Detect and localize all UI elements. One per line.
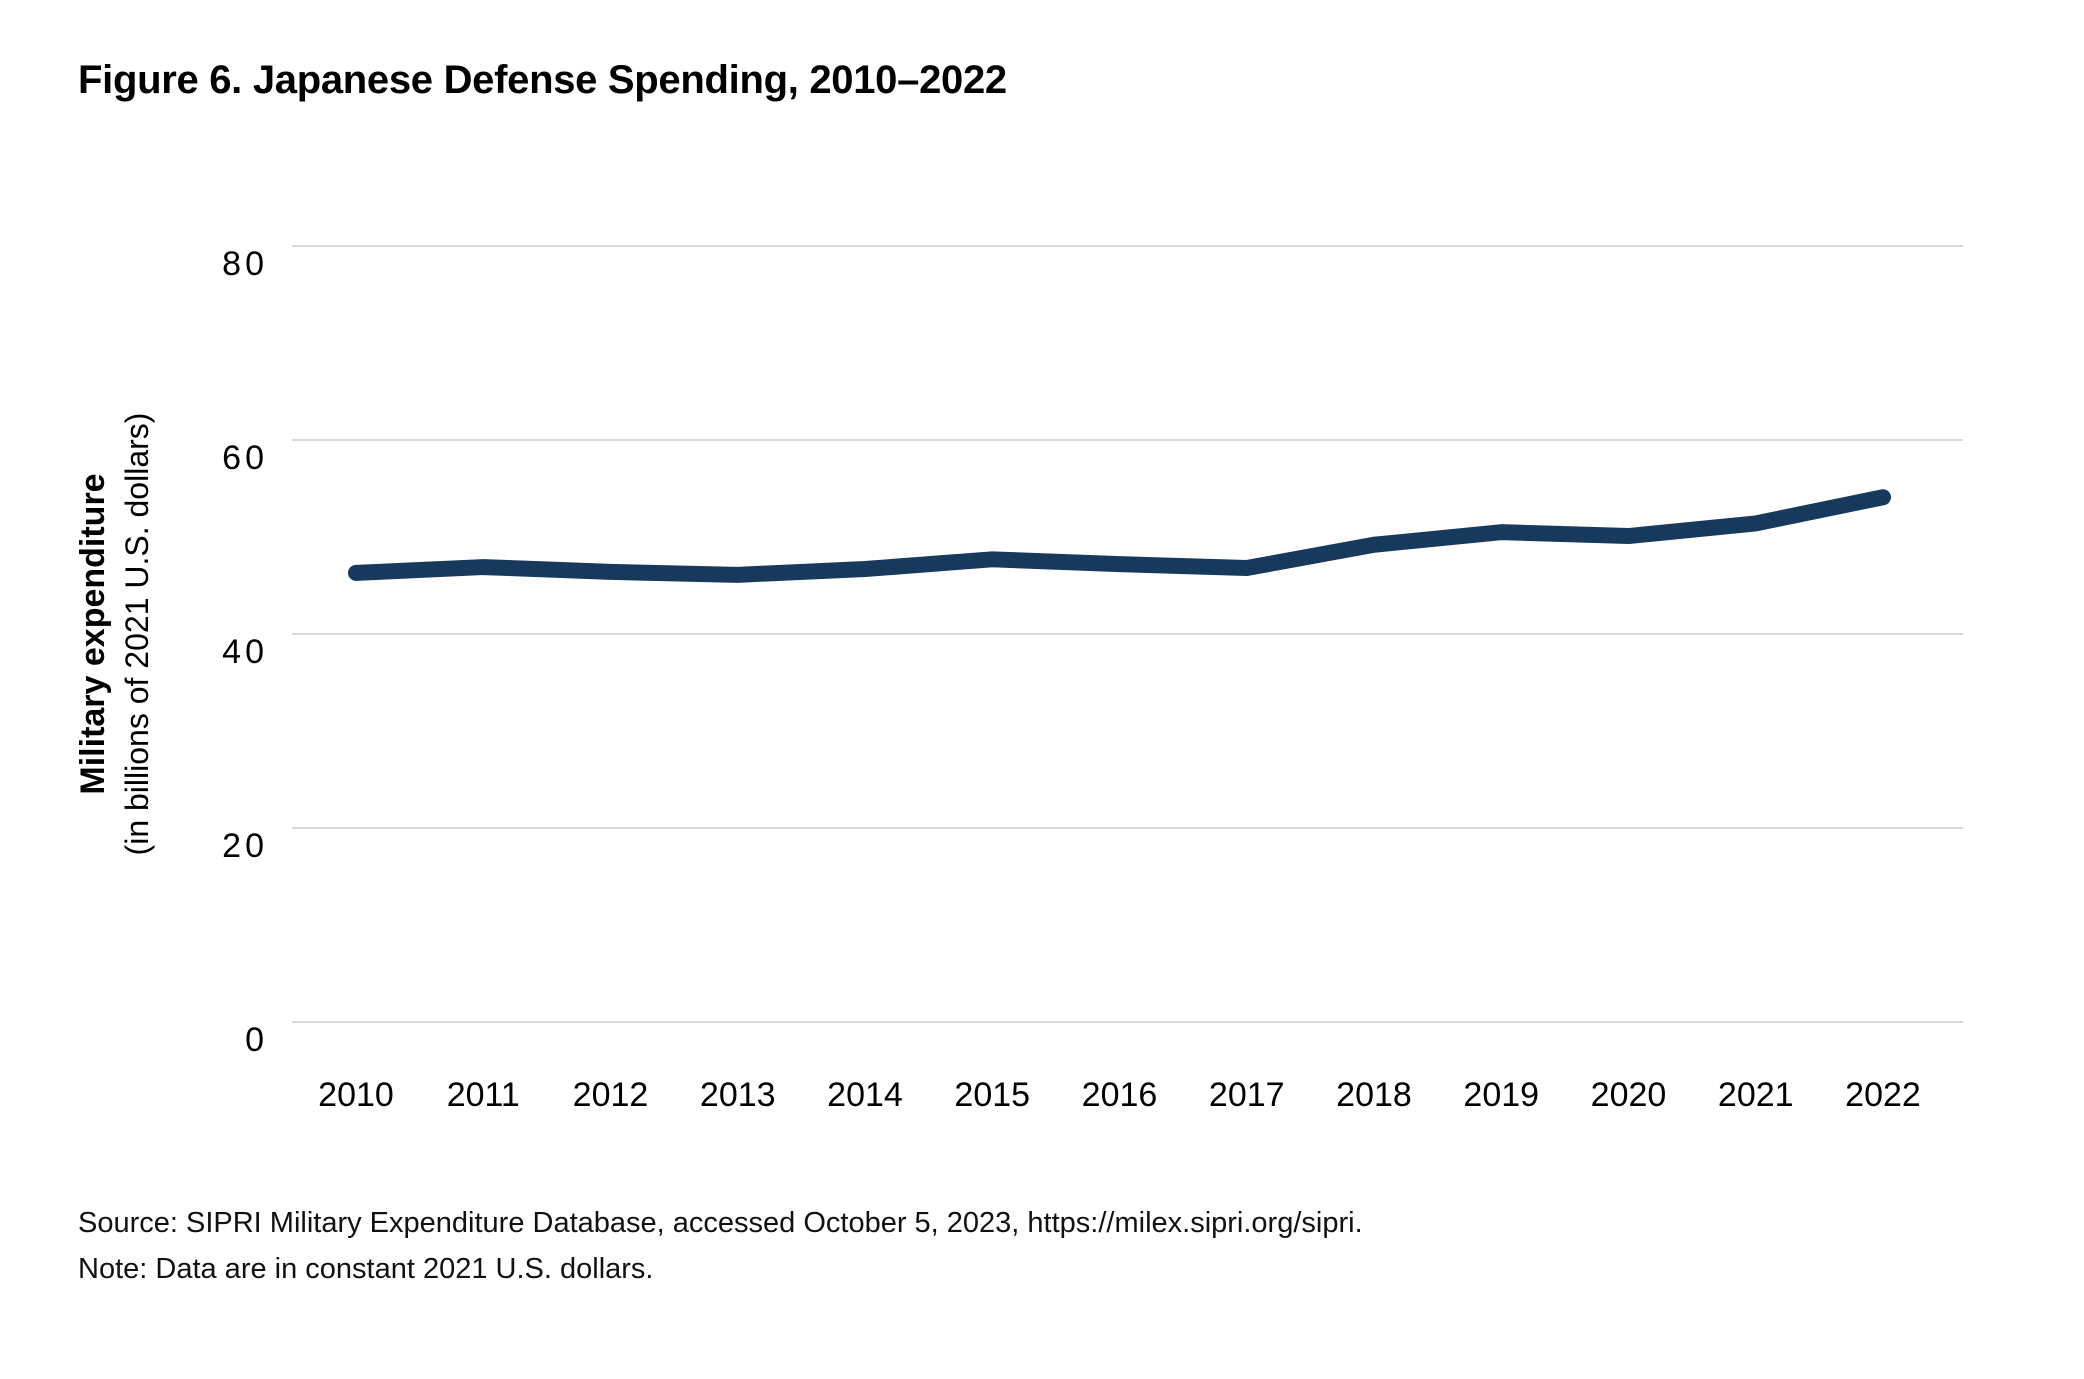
source-note: Source: SIPRI Military Expenditure Datab… <box>78 1207 1363 1239</box>
y-axis-subtitle: (in billions of 2021 U.S. dollars) <box>119 413 155 856</box>
x-tick-label: 2020 <box>1591 1076 1667 1114</box>
x-tick-label: 2011 <box>447 1076 520 1114</box>
x-tick-label: 2012 <box>573 1076 649 1114</box>
x-tick-label: 2018 <box>1336 1076 1412 1114</box>
y-axis-title: Military expenditure <box>74 473 112 794</box>
y-tick-labels-group: 0 20 40 60 80 <box>222 245 268 1059</box>
y-tick-label: 20 <box>222 827 268 865</box>
x-tick-label: 2022 <box>1845 1076 1921 1114</box>
gridlines-group <box>292 245 1963 1023</box>
x-tick-label: 2021 <box>1718 1076 1794 1114</box>
x-tick-label: 2016 <box>1082 1076 1158 1114</box>
x-tick-labels-group: 2010 2011 2012 2013 2014 2015 2016 2017 2018 2019… <box>318 1076 1921 1114</box>
y-tick-label: 40 <box>222 633 268 671</box>
x-tick-label: 2013 <box>700 1076 776 1114</box>
expenditure-line <box>348 489 1891 583</box>
data-note: Note: Data are in constant 2021 U.S. dol… <box>78 1253 654 1285</box>
x-tick-label: 2017 <box>1209 1076 1285 1114</box>
figure-footer: Source: SIPRI Military Expenditure Datab… <box>78 1200 1363 1292</box>
x-tick-label: 2010 <box>318 1076 394 1114</box>
y-tick-label: 0 <box>245 1021 268 1059</box>
x-tick-label: 2014 <box>827 1076 903 1114</box>
y-tick-label: 60 <box>222 439 268 477</box>
y-tick-label: 80 <box>222 245 268 283</box>
figure-title: Figure 6. Japanese Defense Spending, 201… <box>78 58 1007 102</box>
x-tick-label: 2019 <box>1463 1076 1539 1114</box>
data-line-group <box>348 489 1891 583</box>
x-tick-label: 2015 <box>954 1076 1030 1114</box>
